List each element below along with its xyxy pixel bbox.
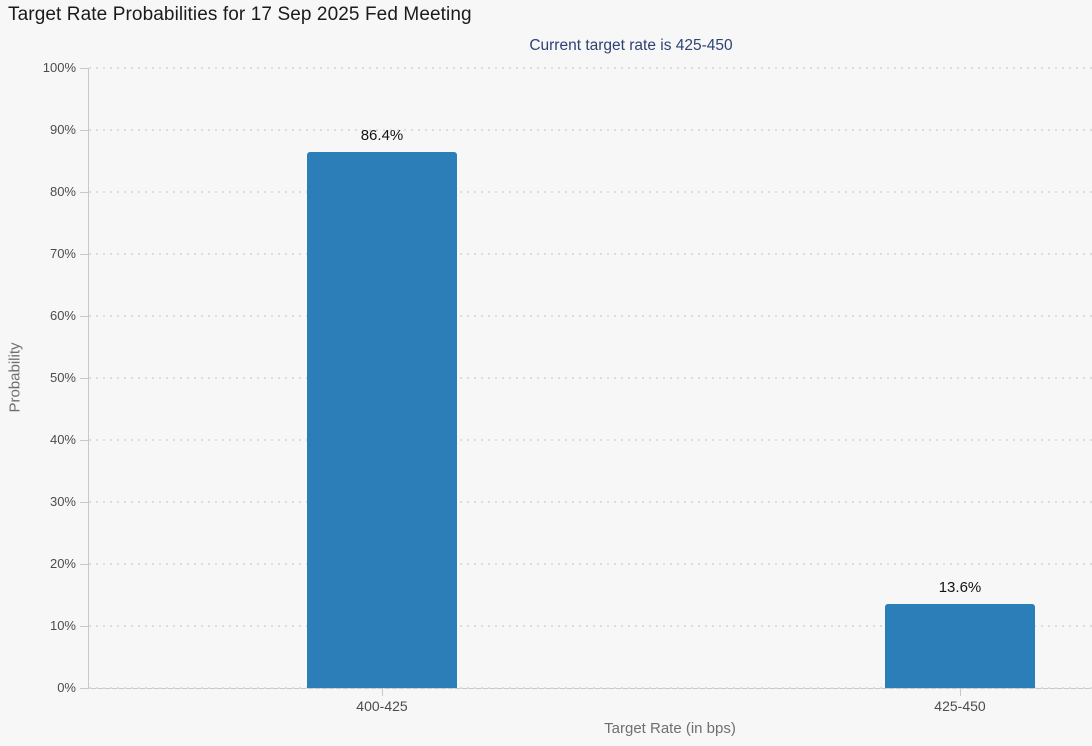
y-tick-mark bbox=[80, 688, 88, 689]
gridline-10% bbox=[89, 625, 1092, 627]
y-tick-label: 80% bbox=[49, 184, 76, 199]
x-tick-mark bbox=[960, 689, 961, 696]
y-tick-mark bbox=[80, 378, 88, 379]
x-tick-label-400-425: 400-425 bbox=[356, 698, 408, 714]
y-tick-mark bbox=[80, 192, 88, 193]
gridline-0% bbox=[89, 687, 1092, 689]
plot-area bbox=[88, 67, 1092, 689]
x-axis-title: Target Rate (in bps) bbox=[604, 720, 736, 737]
x-tick-mark bbox=[382, 689, 383, 696]
y-tick-label: 40% bbox=[49, 432, 76, 447]
y-tick-label: 10% bbox=[49, 618, 76, 633]
bar-value-label: 86.4% bbox=[360, 127, 404, 145]
y-tick-label: 60% bbox=[49, 308, 76, 323]
y-tick-mark bbox=[80, 626, 88, 627]
gridline-50% bbox=[89, 377, 1092, 379]
y-tick-label: 0% bbox=[57, 680, 76, 695]
y-tick-mark bbox=[80, 130, 88, 131]
gridline-30% bbox=[89, 501, 1092, 503]
chart-subtitle: Current target rate is 425-450 bbox=[529, 37, 733, 54]
y-tick-mark bbox=[80, 564, 88, 565]
gridline-100% bbox=[89, 67, 1092, 69]
y-tick-mark bbox=[80, 316, 88, 317]
gridline-90% bbox=[89, 129, 1092, 131]
bar-value-label: 13.6% bbox=[938, 578, 982, 596]
y-tick-label: 20% bbox=[49, 556, 76, 571]
y-tick-label: 100% bbox=[42, 60, 76, 75]
chart-title: Target Rate Probabilities for 17 Sep 202… bbox=[8, 4, 472, 25]
gridline-40% bbox=[89, 439, 1092, 441]
gridline-60% bbox=[89, 315, 1092, 317]
gridline-80% bbox=[89, 191, 1092, 193]
y-tick-label: 70% bbox=[49, 246, 76, 261]
bar-425-450[interactable] bbox=[885, 603, 1035, 688]
bar-400-425[interactable] bbox=[307, 152, 457, 688]
y-tick-label: 90% bbox=[49, 122, 76, 137]
y-tick-label: 30% bbox=[49, 494, 76, 509]
gridline-70% bbox=[89, 253, 1092, 255]
y-tick-mark bbox=[80, 68, 88, 69]
y-tick-mark bbox=[80, 440, 88, 441]
gridline-20% bbox=[89, 563, 1092, 565]
y-tick-mark bbox=[80, 254, 88, 255]
x-tick-label-425-450: 425-450 bbox=[934, 698, 986, 714]
y-tick-label: 50% bbox=[49, 370, 76, 385]
y-tick-mark bbox=[80, 502, 88, 503]
